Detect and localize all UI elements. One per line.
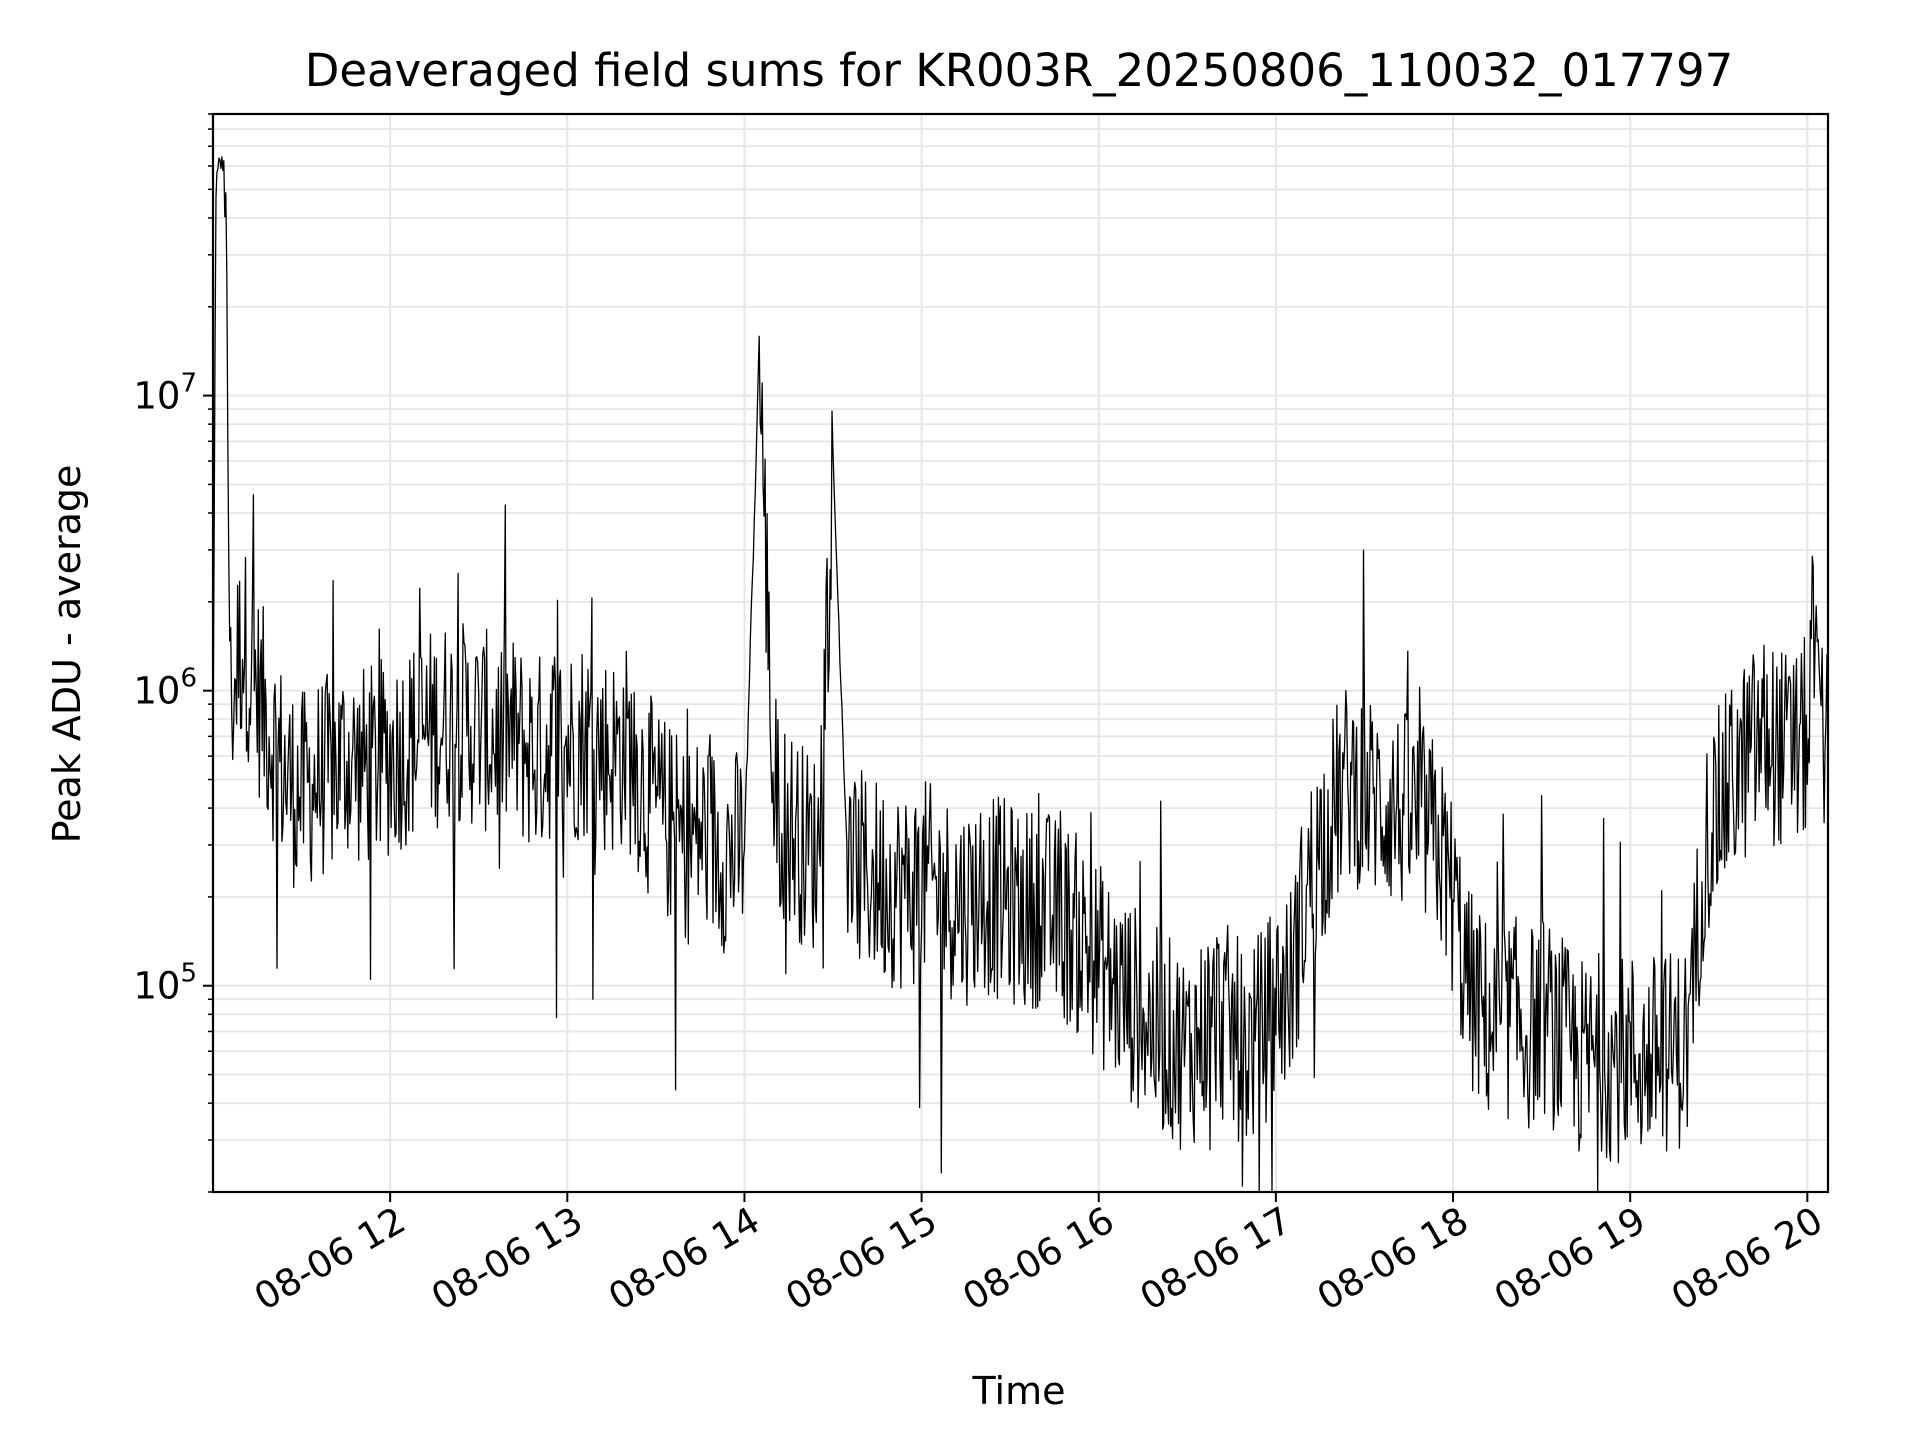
y-axis-label: Peak ADU - average [45,465,89,844]
y-tick-label: 106 [133,664,197,713]
y-tick-label: 105 [133,959,197,1008]
plot-frame [211,112,1830,1194]
minor-grid [213,113,1828,1193]
x-axis-label: Time [972,1369,1066,1413]
series-line [213,156,1828,1192]
major-grid [213,114,1828,1192]
y-axis: 105 106 107 [133,113,213,1193]
y-tick-label: 107 [133,369,197,418]
chart-title: Deaveraged field sums for KR003R_2025080… [305,44,1734,97]
